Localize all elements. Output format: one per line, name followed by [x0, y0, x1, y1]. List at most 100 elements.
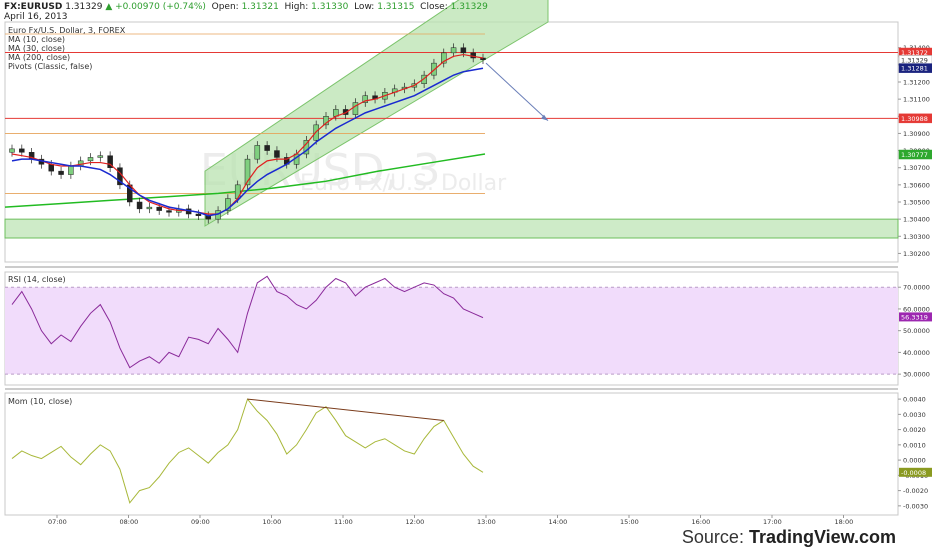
mom-tick-label: 0.0000 — [903, 457, 926, 465]
pivots-legend[interactable]: Pivots (Classic, false) — [8, 62, 93, 71]
mom-tick-label: -0.0020 — [903, 487, 928, 495]
candle-body — [460, 47, 467, 54]
time-tick-label: 14:00 — [549, 518, 568, 526]
rsi-legend[interactable]: RSI (14, close) — [8, 275, 66, 284]
time-tick-label: 17:00 — [763, 518, 782, 526]
candle-body — [97, 155, 104, 158]
candle-body — [225, 198, 231, 211]
support-zone — [4, 218, 899, 239]
price-label: 1.31372 — [901, 49, 928, 57]
divergence-line — [247, 398, 444, 421]
ma30-legend[interactable]: MA (30, close) — [8, 44, 66, 53]
open-value: 1.31321 — [241, 2, 279, 12]
low-value: 1.31315 — [377, 2, 415, 12]
quote-header: FX:EURUSD 1.31329 ▲ +0.00970 (+0.74%) Op… — [4, 2, 488, 12]
candle-body — [146, 206, 153, 210]
rsi-tick-label: 70.0000 — [903, 284, 930, 292]
rsi-tick-label: 30.0000 — [903, 371, 930, 379]
source-prefix: Source: — [681, 527, 749, 547]
price-label: 1.31281 — [901, 65, 928, 73]
price-tick-label: 1.31100 — [903, 96, 930, 104]
mom-tick-label: 0.0010 — [903, 441, 926, 449]
price-tick-label: 1.30900 — [903, 130, 930, 138]
candle-body — [362, 95, 368, 103]
price-label-bg — [898, 113, 932, 124]
price-label: 1.31329 — [901, 56, 928, 64]
candle-body — [58, 170, 64, 175]
watermark-name: Euro Fx/U.S. Dollar — [300, 171, 507, 196]
price-change: +0.00970 (+0.74%) — [115, 2, 206, 12]
momentum-panel — [4, 392, 899, 516]
mom-legend[interactable]: Mom (10, close) — [8, 397, 73, 406]
time-tick-label: 09:00 — [191, 518, 210, 526]
time-tick-label: 07:00 — [48, 518, 67, 526]
mom-last-bg — [899, 467, 932, 477]
projection-arrowhead — [541, 114, 548, 121]
price-label-bg — [898, 149, 932, 160]
candle-body — [9, 148, 15, 153]
price-label-bg — [898, 63, 932, 73]
mom-tick-label: -0.0030 — [903, 502, 928, 510]
price-tick-label: 1.30400 — [903, 216, 930, 224]
candle-body — [352, 102, 359, 115]
candle-body — [274, 150, 280, 158]
close-label: Close: — [420, 2, 448, 12]
ma200-line — [4, 153, 486, 208]
time-tick-label: 11:00 — [334, 518, 353, 526]
close-value: 1.31329 — [450, 2, 488, 12]
uptrend-channel — [204, 0, 549, 227]
candle-body — [421, 74, 427, 84]
candle-body — [441, 52, 447, 64]
mom-tick-label: 0.0040 — [903, 396, 926, 404]
high-label: High: — [284, 2, 309, 12]
rsi-tick-label: 50.0000 — [903, 327, 930, 335]
rsi-tick-label: 40.0000 — [903, 349, 930, 357]
source-credit: Source: TradingView.com — [682, 527, 896, 548]
candle-body — [323, 116, 329, 126]
ma30-line — [11, 67, 484, 217]
mom-tick-label: 0.0020 — [903, 426, 926, 434]
candle-body — [156, 206, 162, 211]
price-tick-label: 1.30600 — [903, 181, 930, 189]
candle-body — [431, 62, 437, 76]
last-price: 1.31329 — [65, 2, 103, 12]
rsi-last-bg — [899, 312, 932, 322]
mom-tick-label: 0.0030 — [903, 411, 926, 419]
price-tick-label: 1.30700 — [903, 164, 930, 172]
price-tick-label: 1.30300 — [903, 233, 930, 241]
open-label: Open: — [211, 2, 239, 12]
symbol[interactable]: FX:EURUSD — [4, 2, 63, 12]
time-tick-label: 08:00 — [120, 518, 139, 526]
candle-body — [450, 47, 457, 54]
candle-body — [254, 145, 261, 160]
date-label: April 16, 2013 — [4, 12, 68, 22]
series-title[interactable]: Euro Fx/U.S. Dollar, 3, FOREX — [8, 26, 126, 35]
high-value: 1.31330 — [311, 2, 349, 12]
ma200-legend[interactable]: MA (200, close) — [8, 53, 71, 62]
price-label: 1.30988 — [901, 115, 928, 123]
time-tick-label: 18:00 — [835, 518, 854, 526]
candle-body — [264, 145, 270, 151]
time-tick-label: 13:00 — [477, 518, 496, 526]
candle-body — [342, 109, 349, 115]
candle-body — [244, 158, 251, 186]
ma10-legend[interactable]: MA (10, close) — [8, 35, 66, 44]
projection-arrow — [485, 62, 549, 121]
price-tick-label: 1.30200 — [903, 250, 930, 258]
time-tick-label: 16:00 — [692, 518, 711, 526]
candle-body — [107, 155, 113, 168]
time-tick-label: 10:00 — [263, 518, 282, 526]
time-tick-label: 15:00 — [620, 518, 639, 526]
candle-body — [195, 213, 202, 216]
mom-last-label: -0.0008 — [901, 469, 926, 477]
price-tick-label: 1.31200 — [903, 79, 930, 87]
candle-body — [68, 165, 74, 175]
source-brand[interactable]: TradingView.com — [748, 527, 896, 547]
candle-body — [166, 210, 172, 213]
time-tick-label: 12:00 — [406, 518, 425, 526]
up-arrow-icon: ▲ — [105, 2, 113, 12]
candle-body — [19, 148, 25, 153]
rsi-last-label: 56.3319 — [901, 313, 928, 321]
